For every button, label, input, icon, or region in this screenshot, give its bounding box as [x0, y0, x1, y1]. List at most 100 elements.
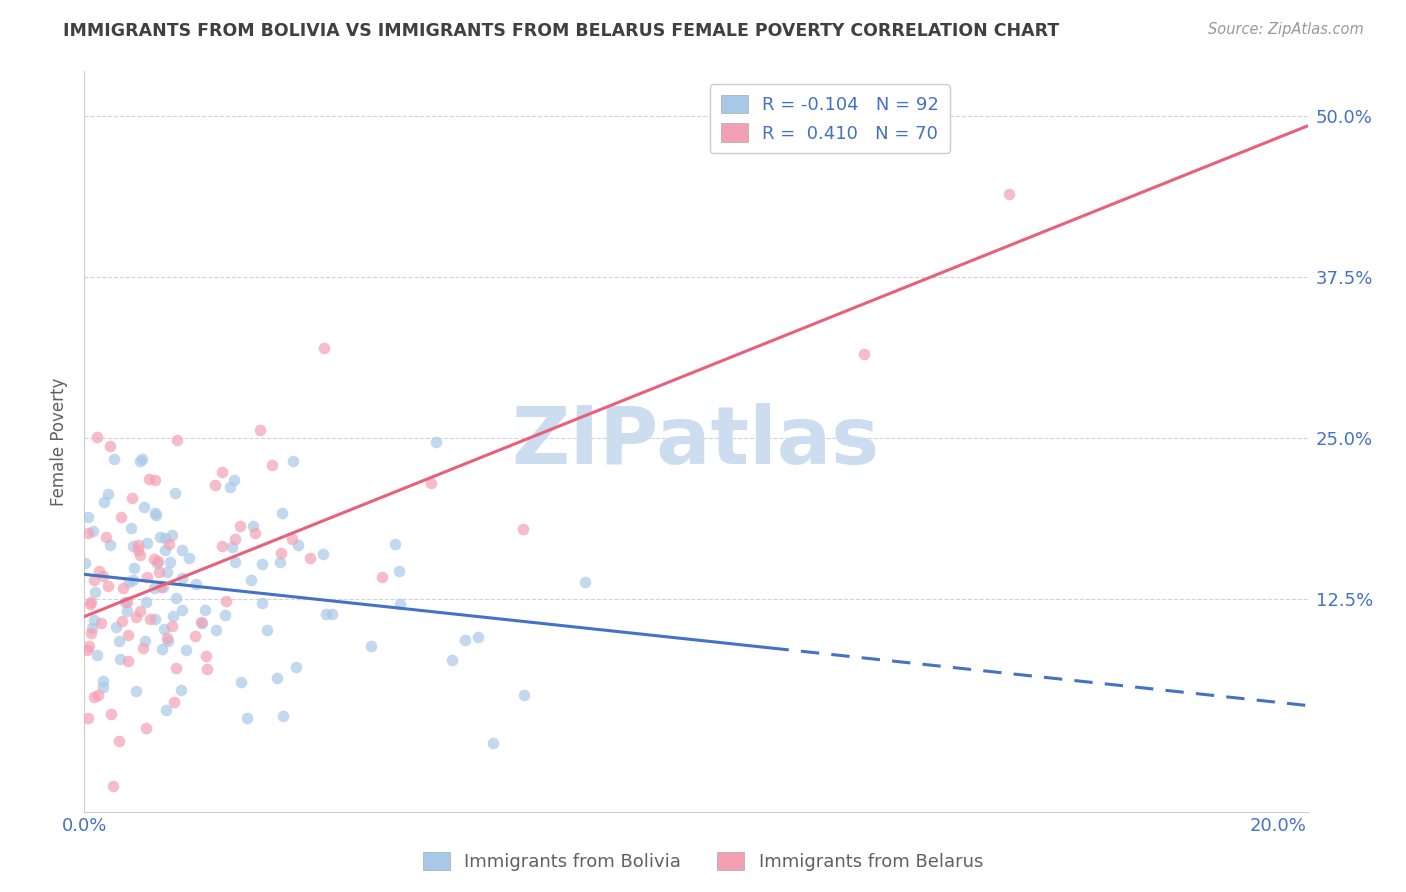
Point: [574, 575, 596, 590]
Point: [83, 573, 105, 587]
Point: [266, 671, 288, 685]
Point: [152, 622, 174, 636]
Point: [139, 612, 162, 626]
Point: [388, 598, 411, 612]
Point: [224, 533, 246, 547]
Point: [114, 595, 136, 609]
Point: [157, 537, 180, 551]
Legend: Immigrants from Bolivia, Immigrants from Belarus: Immigrants from Bolivia, Immigrants from…: [416, 845, 990, 879]
Point: [107, 734, 129, 748]
Point: [76, 642, 98, 657]
Point: [440, 653, 463, 667]
Point: [103, 451, 125, 466]
Point: [150, 641, 173, 656]
Point: [190, 615, 212, 629]
Text: ZIPatlas: ZIPatlas: [512, 402, 880, 481]
Point: [129, 549, 152, 563]
Point: [115, 595, 138, 609]
Point: [419, 476, 441, 491]
Point: [215, 593, 238, 607]
Point: [135, 722, 157, 736]
Point: [174, 642, 197, 657]
Point: [146, 556, 169, 570]
Point: [104, 620, 127, 634]
Point: [79, 598, 101, 612]
Text: IMMIGRANTS FROM BOLIVIA VS IMMIGRANTS FROM BELARUS FEMALE POVERTY CORRELATION CH: IMMIGRANTS FROM BOLIVIA VS IMMIGRANTS FR…: [63, 22, 1060, 40]
Point: [87, 564, 110, 578]
Point: [269, 555, 291, 569]
Point: [284, 660, 307, 674]
Point: [482, 736, 505, 750]
Point: [110, 510, 132, 524]
Point: [77, 640, 100, 654]
Point: [73, 556, 96, 570]
Point: [121, 573, 143, 587]
Point: [117, 655, 139, 669]
Point: [218, 480, 240, 494]
Point: [121, 539, 143, 553]
Point: [321, 607, 343, 621]
Point: [143, 612, 166, 626]
Point: [211, 465, 233, 479]
Point: [256, 623, 278, 637]
Point: [80, 625, 103, 640]
Point: [195, 649, 218, 664]
Point: [240, 573, 263, 587]
Point: [149, 530, 172, 544]
Point: [125, 609, 148, 624]
Point: [149, 580, 172, 594]
Point: [122, 561, 145, 575]
Point: [170, 603, 193, 617]
Point: [80, 621, 103, 635]
Point: [90, 616, 112, 631]
Point: [97, 579, 120, 593]
Point: [454, 632, 477, 647]
Point: [117, 628, 139, 642]
Point: [86, 648, 108, 662]
Point: [132, 640, 155, 655]
Point: [160, 527, 183, 541]
Point: [96, 531, 118, 545]
Point: [120, 520, 142, 534]
Point: [134, 500, 156, 515]
Point: [93, 495, 115, 509]
Point: [162, 609, 184, 624]
Point: [80, 595, 103, 609]
Point: [156, 566, 179, 580]
Point: [83, 585, 105, 599]
Point: [76, 509, 98, 524]
Point: [852, 347, 875, 361]
Point: [360, 639, 382, 653]
Point: [298, 551, 321, 566]
Point: [235, 711, 257, 725]
Point: [384, 536, 406, 550]
Point: [138, 472, 160, 486]
Point: [111, 614, 134, 628]
Point: [242, 519, 264, 533]
Point: [128, 454, 150, 468]
Point: [249, 423, 271, 437]
Point: [287, 538, 309, 552]
Point: [155, 703, 177, 717]
Point: [243, 526, 266, 541]
Point: [513, 688, 536, 702]
Point: [156, 631, 179, 645]
Point: [146, 554, 169, 568]
Point: [127, 542, 149, 557]
Point: [228, 518, 250, 533]
Point: [91, 680, 114, 694]
Point: [153, 532, 176, 546]
Point: [280, 533, 302, 547]
Point: [166, 433, 188, 447]
Point: [100, 706, 122, 721]
Point: [159, 556, 181, 570]
Point: [205, 623, 228, 637]
Point: [165, 485, 187, 500]
Point: [155, 542, 177, 557]
Point: [91, 673, 114, 688]
Point: [221, 540, 243, 554]
Point: [82, 524, 104, 538]
Point: [157, 634, 180, 648]
Point: [388, 565, 411, 579]
Point: [191, 616, 214, 631]
